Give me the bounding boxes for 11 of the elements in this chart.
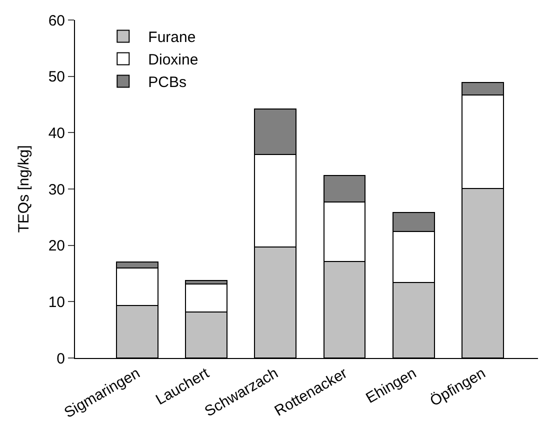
y-tick-label: 60 [48, 12, 65, 30]
y-tick-label: 20 [48, 238, 65, 255]
y-axis-title: TEQs [ng/kg] [16, 145, 33, 233]
legend-label: Dioxine [148, 52, 198, 69]
y-tick-label: 0 [56, 350, 65, 368]
y-tick-label: 50 [48, 68, 65, 86]
legend-label: PCBs [148, 74, 186, 92]
legend-label: Furane [148, 29, 196, 46]
y-tick-label: 30 [48, 181, 65, 198]
y-tick-label: 40 [48, 124, 65, 142]
y-tick-label: 10 [48, 294, 65, 311]
